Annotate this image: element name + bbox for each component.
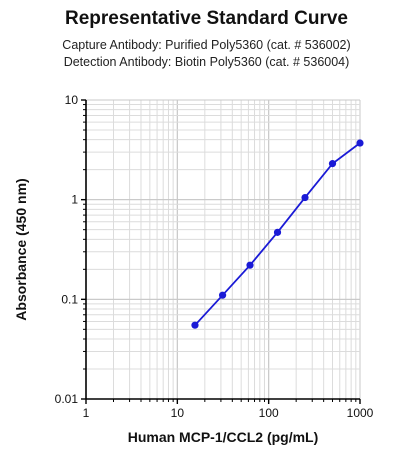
chart-subtitle-detection: Detection Antibody: Biotin Poly5360 (cat… bbox=[63, 55, 350, 69]
y-tick-label: 0.1 bbox=[61, 292, 78, 306]
data-point bbox=[273, 228, 282, 236]
x-tick-label: 1000 bbox=[347, 406, 374, 420]
chart-subtitle-capture: Capture Antibody: Purified Poly5360 (cat… bbox=[62, 38, 351, 52]
axes bbox=[81, 99, 361, 404]
y-axis-title: Absorbance (450 nm) bbox=[13, 178, 29, 320]
data-point bbox=[218, 291, 227, 299]
data-point bbox=[301, 193, 309, 202]
grid-lines bbox=[85, 99, 361, 400]
data-point bbox=[328, 160, 337, 168]
data-point bbox=[246, 261, 254, 269]
y-tick-label: 0.01 bbox=[55, 392, 79, 406]
tick-labels: 1 10 100 1000 0.01 0.1 1 10 bbox=[55, 93, 374, 420]
series-layer bbox=[191, 139, 364, 329]
x-tick-label: 100 bbox=[259, 406, 279, 420]
y-tick-label: 1 bbox=[71, 193, 78, 207]
y-tick-label: 10 bbox=[65, 93, 79, 107]
data-point bbox=[356, 139, 364, 147]
chart-title: Representative Standard Curve bbox=[65, 8, 348, 29]
x-tick-label: 1 bbox=[83, 406, 90, 420]
data-point bbox=[191, 321, 199, 329]
x-axis-title: Human MCP-1/CCL2 (pg/mL) bbox=[128, 429, 319, 445]
x-tick-label: 10 bbox=[171, 406, 185, 420]
